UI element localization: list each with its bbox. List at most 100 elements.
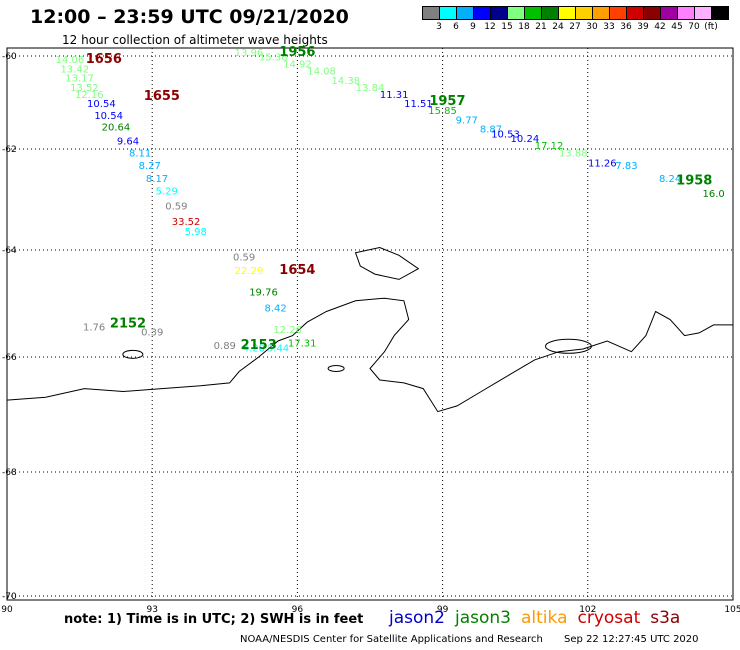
- color-scale-label: 70: [688, 22, 700, 32]
- pass-time-label: 1655: [144, 89, 180, 104]
- wave-height-value: 13.17: [65, 74, 94, 85]
- map-title: 12:00 – 23:59 UTC 09/21/2020: [30, 6, 349, 28]
- latitude-tick-label: -68: [2, 468, 17, 478]
- map-subtitle: 12 hour collection of altimeter wave hei…: [62, 33, 328, 47]
- wave-height-value: 0.59: [165, 202, 187, 213]
- wave-height-value: 13.84: [356, 83, 385, 94]
- color-scale-bar: [422, 6, 729, 20]
- wave-height-value: 13.42: [60, 64, 89, 75]
- wave-height-value: 0.39: [141, 328, 163, 339]
- wave-height-value: 13.52: [70, 83, 99, 94]
- wave-height-value: 10.54: [94, 111, 123, 122]
- longitude-tick-label: 99: [437, 605, 449, 615]
- wave-height-value: 14.06: [56, 55, 85, 66]
- wave-height-value: 8.42: [264, 304, 286, 315]
- color-scale-label: 24: [552, 22, 564, 32]
- wave-height-value: 14.38: [331, 76, 360, 87]
- wave-height-value: 3.44: [267, 344, 289, 355]
- wave-height-value: 14.92: [283, 60, 312, 71]
- wave-height-value: 5.29: [156, 186, 178, 197]
- longitude-tick-label: 93: [146, 605, 157, 615]
- color-scale-label: 42: [654, 22, 666, 32]
- small-island-outline: [122, 349, 144, 359]
- generated-timestamp: Sep 22 12:27:45 UTC 2020: [564, 634, 699, 645]
- latitude-tick-label: -60: [2, 52, 17, 62]
- wave-height-value: 19.76: [249, 287, 278, 298]
- satellite-legend-item: jason3: [455, 608, 511, 628]
- footer-note: note: 1) Time is in UTC; 2) SWH is in fe…: [64, 612, 364, 627]
- pass-time-label: 1957: [429, 94, 465, 109]
- pass-time-label: 1656: [86, 52, 122, 67]
- longitude-tick-label: 105: [724, 605, 740, 615]
- satellite-legend-item: jason2: [389, 608, 445, 628]
- longitude-tick-label: 102: [579, 605, 596, 615]
- pass-time-label: 2152: [110, 317, 146, 332]
- satellite-legend-item: cryosat: [577, 608, 641, 628]
- color-scale-label: 21: [535, 22, 547, 32]
- longitude-tick-label: 90: [1, 605, 13, 615]
- wave-height-value: 12.26: [273, 325, 302, 336]
- footer-credit-line: NOAA/NESDIS Center for Satellite Applica…: [240, 634, 699, 645]
- wave-height-value: 0.59: [233, 253, 255, 264]
- wave-height-value: 10.54: [87, 99, 116, 110]
- color-scale-label: 18: [518, 22, 530, 32]
- wave-height-value: 11.31: [380, 90, 409, 101]
- color-swatch: [711, 6, 729, 20]
- latitude-tick-label: -70: [2, 592, 17, 602]
- wave-height-value: 22.29: [235, 266, 264, 277]
- wave-height-value: 10.53: [491, 129, 520, 140]
- wave-height-value: 14.08: [307, 67, 336, 78]
- wave-height-value: 5.98: [185, 227, 207, 238]
- wave-height-value: 9.64: [117, 136, 139, 147]
- pass-time-label: 1654: [279, 263, 315, 278]
- wave-height-value: 20.64: [102, 122, 131, 133]
- ice-rise-outline: [544, 338, 592, 354]
- wave-height-value: 33.52: [172, 217, 201, 228]
- pass-time-label: 2153: [241, 338, 277, 353]
- color-scale-label: 39: [637, 22, 649, 32]
- coastline: [6, 297, 733, 413]
- wave-height-value: 8.24: [659, 174, 681, 185]
- wave-height-value: 13.96: [235, 48, 264, 59]
- color-scale-label: 9: [470, 22, 476, 32]
- wave-height-value: 0.89: [214, 341, 236, 352]
- latitude-tick-label: -64: [2, 246, 17, 256]
- wave-height-value: 8.27: [139, 161, 161, 172]
- color-scale-label: 36: [620, 22, 632, 32]
- wave-height-value: 8.17: [146, 174, 168, 185]
- pass-time-label: 1956: [279, 45, 315, 60]
- color-scale-label: 45: [671, 22, 683, 32]
- color-scale-label: 27: [569, 22, 581, 32]
- color-scale-label: (ft): [704, 22, 718, 32]
- satellite-legend-item: altika: [521, 608, 568, 628]
- wave-height-value: 9.77: [456, 115, 478, 126]
- color-scale-label: 3: [436, 22, 442, 32]
- small-island-outline: [327, 365, 345, 372]
- color-scale-label: 30: [586, 22, 598, 32]
- wave-height-value: 11.51: [404, 99, 433, 110]
- wave-height-value: 12.16: [75, 90, 104, 101]
- wave-height-value: 8.87: [480, 125, 502, 136]
- longitude-tick-label: 96: [292, 605, 304, 615]
- wave-height-value: 13.88: [559, 149, 588, 160]
- wave-height-value: 4.20: [243, 344, 265, 355]
- credit-text: NOAA/NESDIS Center for Satellite Applica…: [240, 634, 543, 645]
- island-outline: [354, 246, 420, 280]
- satellite-legend: jason2 jason3 altika cryosat s3a: [389, 608, 690, 628]
- latitude-tick-label: -66: [2, 353, 17, 363]
- wave-height-value: 16.0: [703, 189, 725, 200]
- wave-height-value: 15.85: [428, 106, 457, 117]
- wave-height-value: 11.26: [588, 159, 617, 170]
- latitude-tick-label: -62: [2, 145, 17, 155]
- wave-height-value: 17.31: [288, 338, 317, 349]
- wave-height-value: 17.12: [535, 141, 564, 152]
- color-scale-label: 33: [603, 22, 615, 32]
- wave-height-value: 1.76: [83, 322, 105, 333]
- satellite-legend-item: s3a: [650, 608, 681, 628]
- color-scale-label: 15: [501, 22, 513, 32]
- color-scale-label: 12: [484, 22, 496, 32]
- pass-time-label: 1958: [676, 173, 712, 188]
- wave-height-value: 7.83: [615, 161, 637, 172]
- color-scale-label: 6: [453, 22, 459, 32]
